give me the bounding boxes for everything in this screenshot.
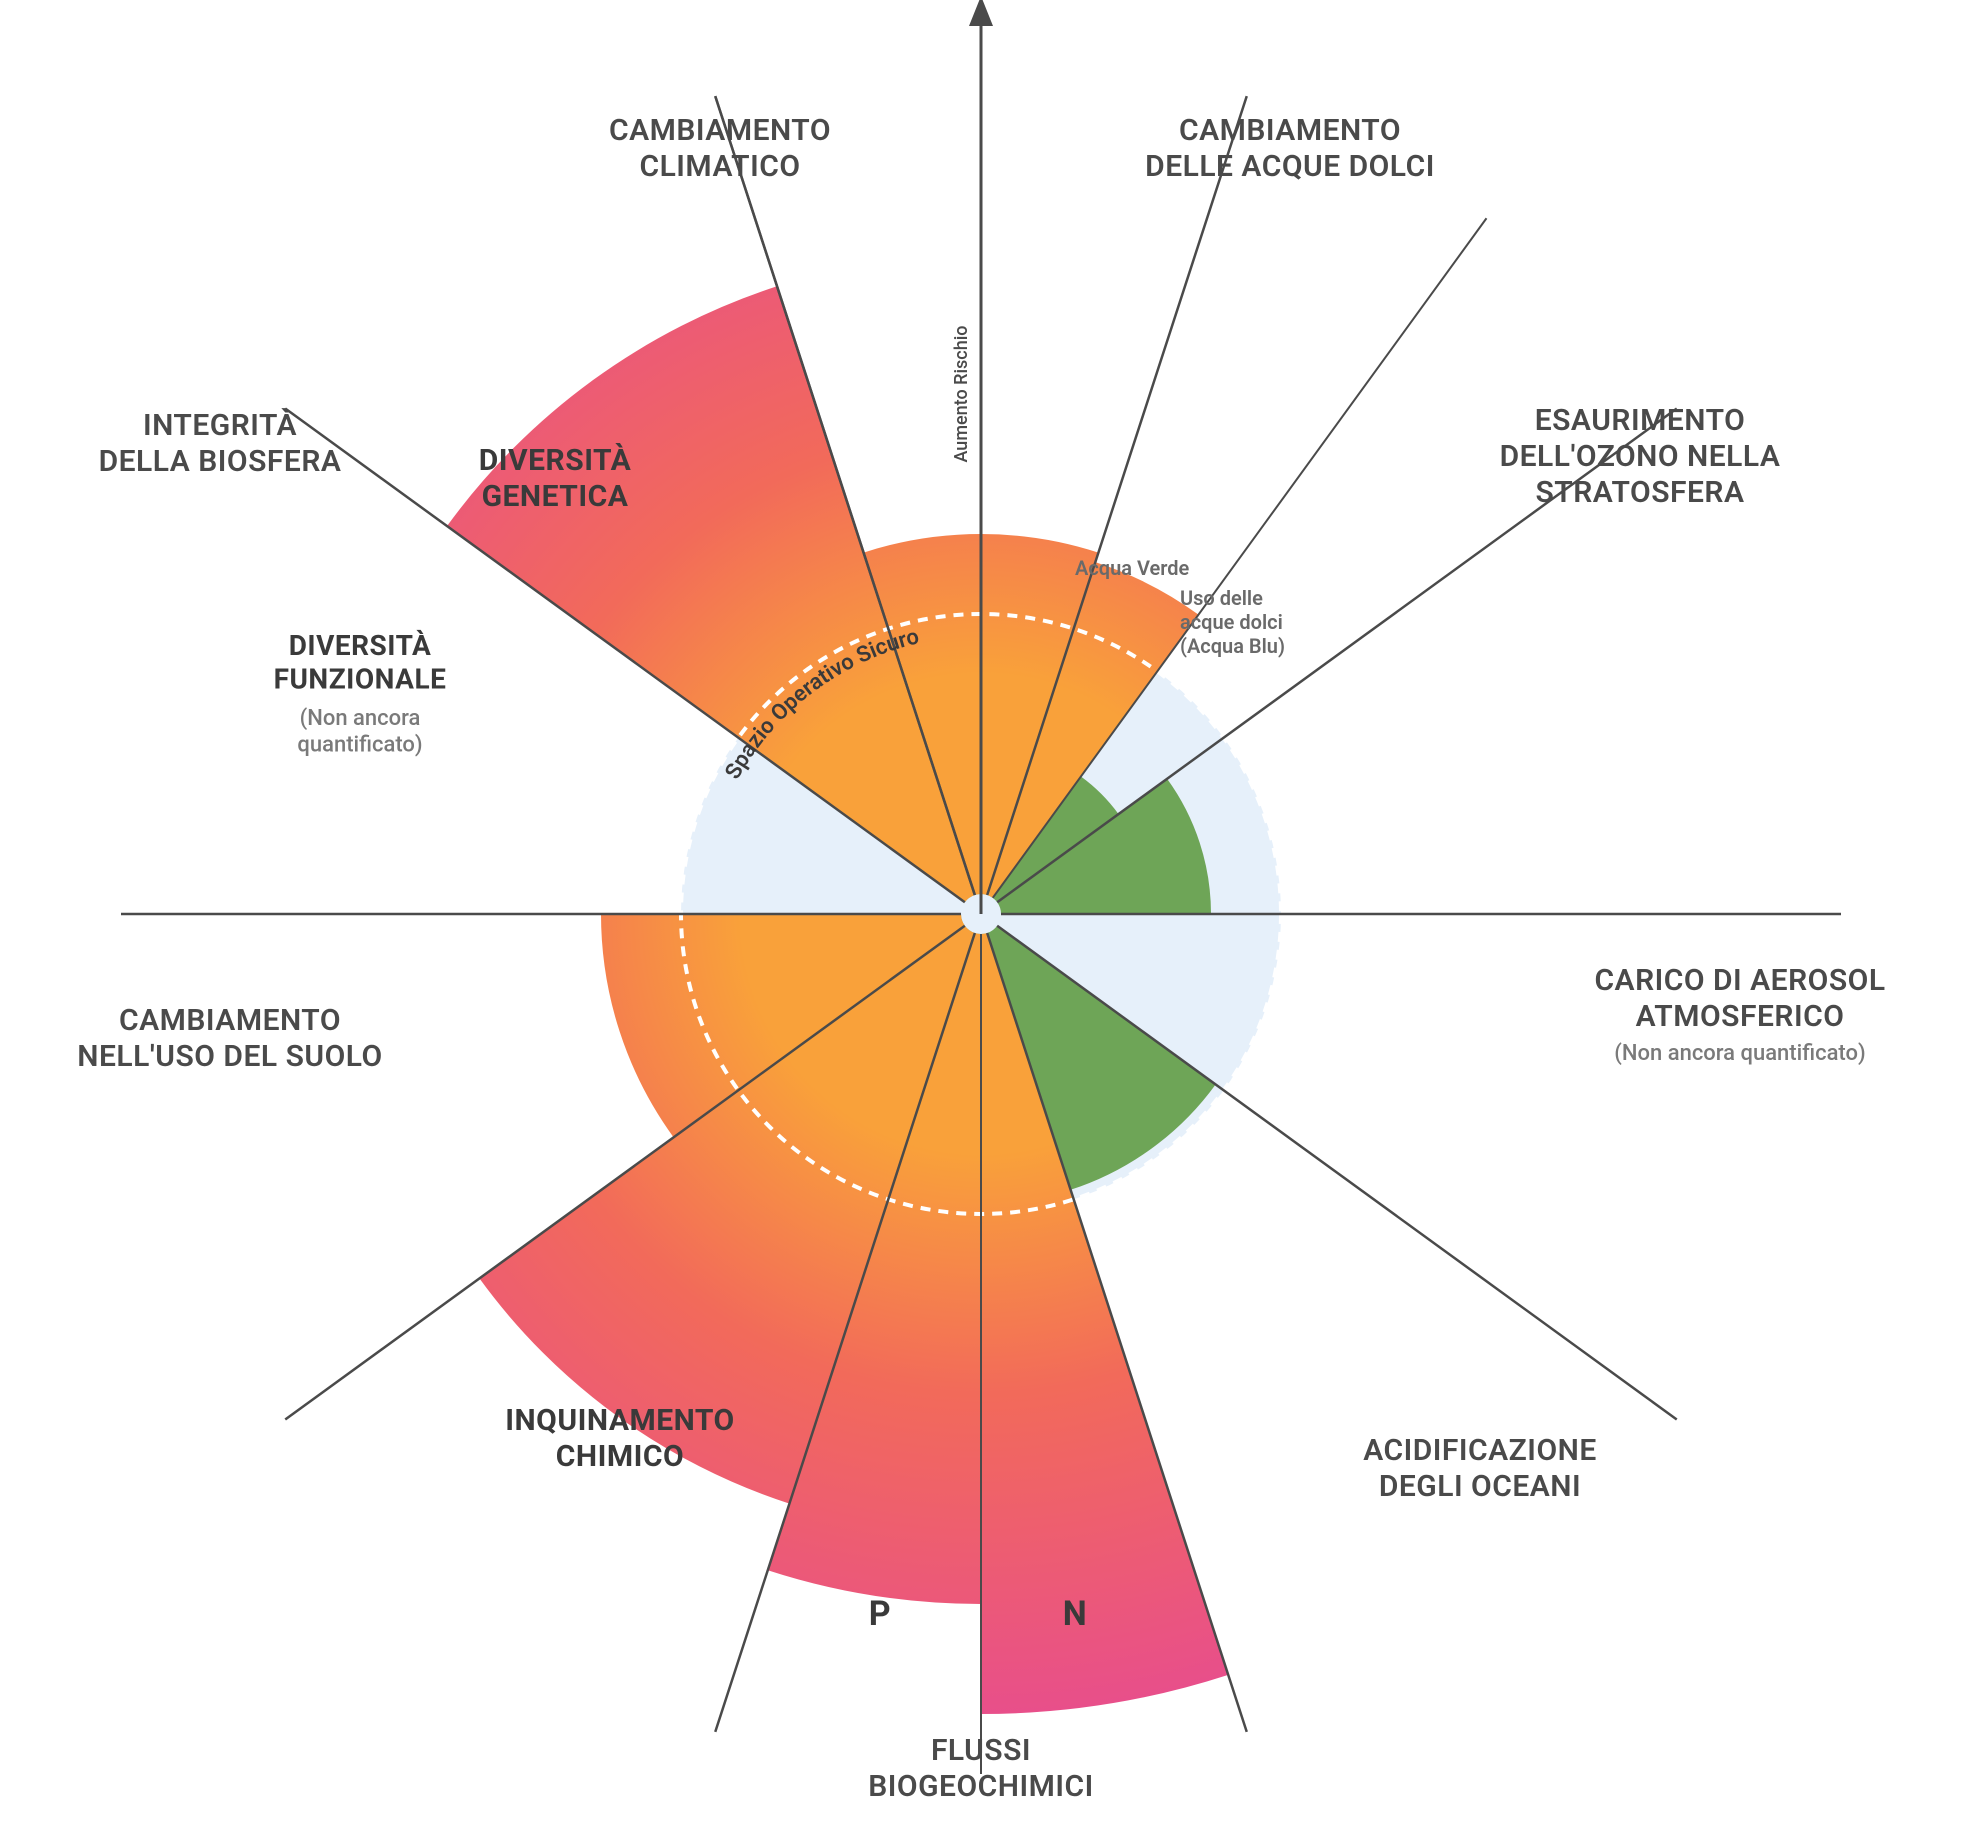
label-landuse: CAMBIAMENTONELL'USO DEL SUOLO [77,1003,382,1074]
label-aerosol: CARICO DI AEROSOLATMOSFERICO [1594,963,1885,1034]
label-ocean: ACIDIFICAZIONEDEGLI OCEANI [1363,1433,1597,1504]
innerlabel-nitrogen: N [1063,1594,1088,1634]
innerlabel-genetic: DIVERSITÀGENETICA [479,443,632,514]
label-freshwater: CAMBIAMENTODELLE ACQUE DOLCI [1145,113,1435,184]
planetary-boundaries-chart: Aumento RischioSpazio Operativo SicuroCA… [0,0,1963,1828]
sublabel-aerosol: (Non ancora quantificato) [1614,1041,1865,1066]
innerlabel-functional: DIVERSITÀFUNZIONALE [274,629,447,696]
innerlabel-greenwater: Acqua Verde [1075,556,1190,580]
innerlabel-bluewater: Uso delleacque dolci(Acqua Blu) [1180,586,1285,658]
axis-label: Aumento Rischio [951,325,972,462]
label-biosphere: INTEGRITÀDELLA BIOSFERA [99,408,342,479]
innerlabel-phosphorus: P [869,1594,891,1634]
innersub-functional: (Non ancoraquantificato) [297,706,422,757]
label-climate: CAMBIAMENTOCLIMATICO [609,113,831,184]
label-biogeo: FLUSSIBIOGEOCHIMICI [868,1733,1094,1804]
label-ozone: ESAURIMENTODELL'OZONO NELLASTRATOSFERA [1500,403,1781,510]
